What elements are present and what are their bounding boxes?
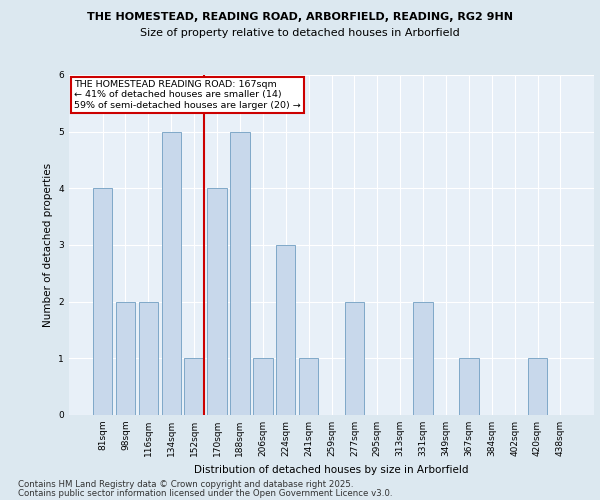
X-axis label: Distribution of detached houses by size in Arborfield: Distribution of detached houses by size … [194, 464, 469, 474]
Text: Contains public sector information licensed under the Open Government Licence v3: Contains public sector information licen… [18, 488, 392, 498]
Bar [299, 358, 319, 415]
Bar [161, 132, 181, 415]
Bar [184, 358, 204, 415]
Y-axis label: Number of detached properties: Number of detached properties [43, 163, 53, 327]
Bar [413, 302, 433, 415]
Text: Contains HM Land Registry data © Crown copyright and database right 2025.: Contains HM Land Registry data © Crown c… [18, 480, 353, 489]
Bar [276, 245, 295, 415]
Bar [459, 358, 479, 415]
Bar [230, 132, 250, 415]
Bar [253, 358, 272, 415]
Bar [208, 188, 227, 415]
Bar [528, 358, 547, 415]
Bar [344, 302, 364, 415]
Text: THE HOMESTEAD, READING ROAD, ARBORFIELD, READING, RG2 9HN: THE HOMESTEAD, READING ROAD, ARBORFIELD,… [87, 12, 513, 22]
Bar [116, 302, 135, 415]
Bar [93, 188, 112, 415]
Text: THE HOMESTEAD READING ROAD: 167sqm
← 41% of detached houses are smaller (14)
59%: THE HOMESTEAD READING ROAD: 167sqm ← 41%… [74, 80, 301, 110]
Text: Size of property relative to detached houses in Arborfield: Size of property relative to detached ho… [140, 28, 460, 38]
Bar [139, 302, 158, 415]
